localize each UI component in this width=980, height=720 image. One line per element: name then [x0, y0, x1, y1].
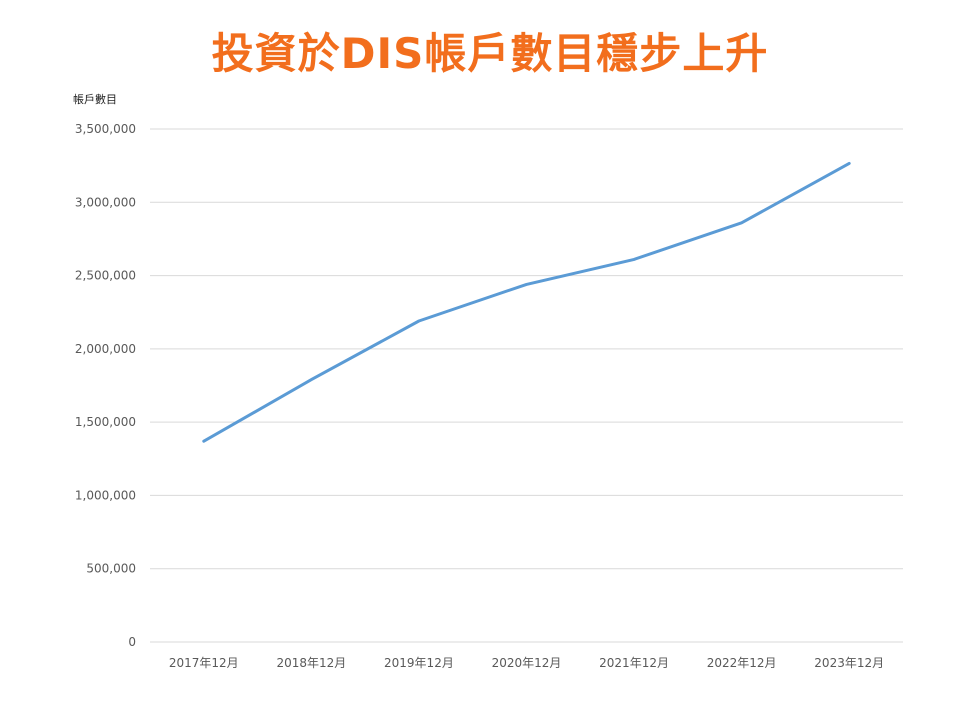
- data-series: [202, 161, 851, 443]
- x-tick-label: 2023年12月: [814, 656, 884, 670]
- chart-title: 投資於DIS帳戶數目穩步上升: [211, 29, 769, 78]
- x-tick-label: 2022年12月: [707, 656, 777, 670]
- series-line: [202, 161, 851, 443]
- y-tick-label: 3,500,000: [75, 122, 136, 136]
- x-tick-labels: 2017年12月 2018年12月 2019年12月 2020年12月 2021年12月…: [169, 656, 884, 670]
- x-tick-label: 2020年12月: [492, 656, 562, 670]
- x-tick-label: 2018年12月: [276, 656, 346, 670]
- y-tick-label: 2,500,000: [75, 269, 136, 283]
- y-tick-label: 1,500,000: [75, 415, 136, 429]
- y-tick-label: 1,000,000: [75, 488, 136, 502]
- gridlines: [150, 128, 903, 643]
- x-tick-label: 2021年12月: [599, 656, 669, 670]
- x-tick-label: 2017年12月: [169, 656, 239, 670]
- y-tick-labels: 0 500,000 1,000,000 1,500,000 2,000,000 2,500…: [75, 122, 136, 649]
- y-tick-label: 3,000,000: [75, 195, 136, 209]
- y-tick-label: 500,000: [86, 562, 136, 576]
- y-tick-label: 2,000,000: [75, 342, 136, 356]
- y-axis-title: 帳戶數目: [73, 92, 117, 106]
- x-tick-label: 2019年12月: [384, 656, 454, 670]
- y-tick-label: 0: [128, 635, 136, 649]
